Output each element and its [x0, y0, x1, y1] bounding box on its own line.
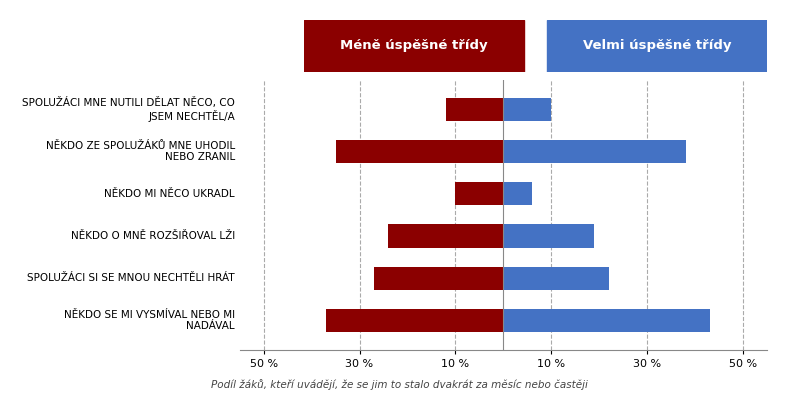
Bar [326, 309, 503, 332]
FancyBboxPatch shape [304, 20, 524, 72]
FancyBboxPatch shape [547, 20, 767, 72]
Bar [503, 267, 609, 290]
Text: Podíl žáků, kteří uvádějí, že se jim to stalo dvakrát za měsíc nebo častěji: Podíl žáků, kteří uvádějí, že se jim to … [211, 379, 588, 390]
Bar [388, 224, 503, 248]
Text: Méně úspěšné třídy: Méně úspěšné třídy [340, 39, 487, 52]
Bar [503, 98, 551, 121]
Text: Velmi úspěšné třídy: Velmi úspěšné třídy [582, 39, 731, 52]
Bar [446, 98, 503, 121]
Bar [503, 140, 686, 163]
Bar [503, 182, 532, 205]
Bar [374, 267, 503, 290]
Bar [336, 140, 503, 163]
Bar [503, 224, 594, 248]
Bar [503, 309, 710, 332]
Bar [455, 182, 503, 205]
